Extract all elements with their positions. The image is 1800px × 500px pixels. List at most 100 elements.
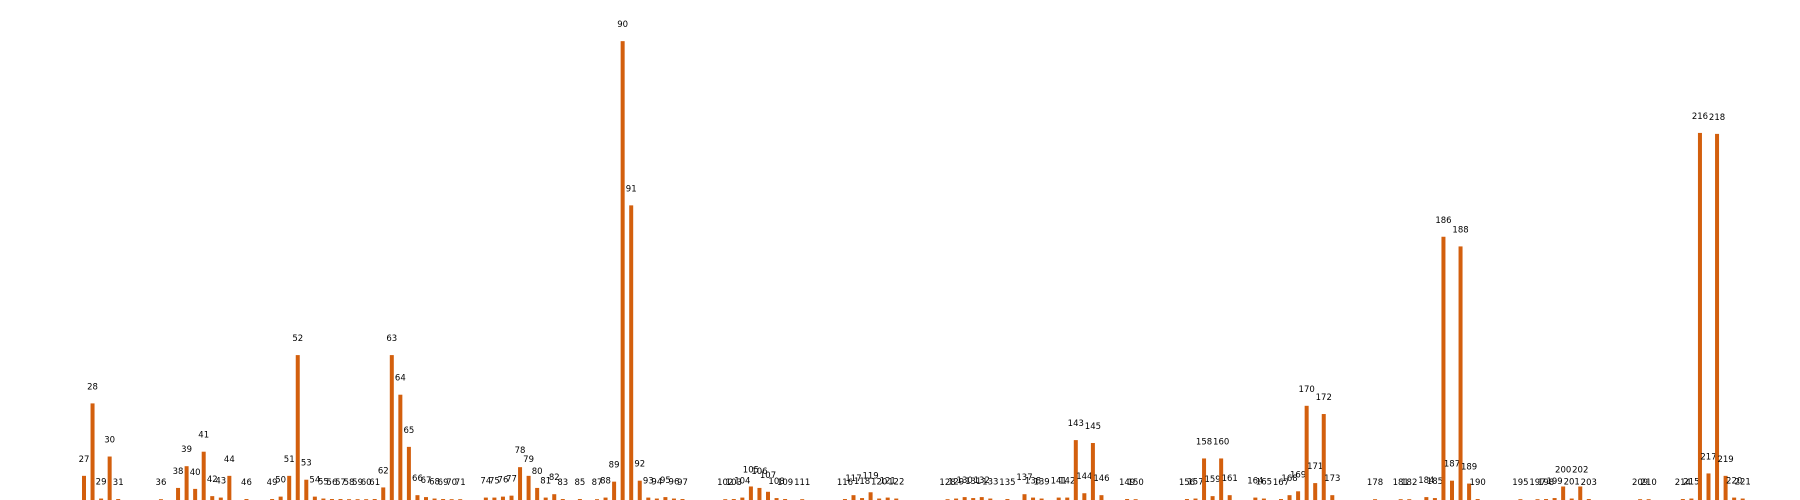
bar-label-197: 197 [1529, 478, 1545, 488]
bar-label-36: 36 [156, 478, 167, 488]
bar-label-165: 165 [1256, 478, 1272, 488]
bar-label-146: 146 [1093, 474, 1109, 484]
bar-122 [894, 498, 899, 500]
bar-label-184: 184 [1418, 476, 1434, 486]
bar-81 [543, 497, 548, 500]
bar-label-198: 198 [1538, 478, 1554, 488]
bar-label-50: 50 [275, 476, 286, 486]
bar-label-39: 39 [181, 445, 192, 455]
bar-label-129: 129 [948, 478, 964, 488]
bar-label-52: 52 [292, 334, 303, 344]
bar-label-78: 78 [515, 446, 526, 456]
bar-107 [766, 491, 770, 500]
bar-label-120: 120 [871, 478, 887, 488]
bar-label-88: 88 [600, 477, 611, 487]
bar-label-103: 103 [726, 478, 742, 488]
bar-label-107: 107 [760, 471, 776, 481]
bar-label-40: 40 [190, 468, 201, 478]
bar-164 [1253, 497, 1258, 500]
bar-label-79: 79 [523, 455, 534, 465]
bar-label-202: 202 [1572, 465, 1588, 475]
bar-220 [1732, 497, 1737, 500]
bar-52 [295, 355, 300, 500]
bar-label-30: 30 [104, 436, 115, 446]
bar-160 [1219, 458, 1224, 500]
bar-label-68: 68 [429, 478, 440, 488]
bar-54 [312, 496, 317, 500]
bar-label-138: 138 [1025, 477, 1041, 487]
bar-label-172: 172 [1316, 393, 1332, 403]
bar-label-38: 38 [173, 467, 184, 477]
bar-27 [82, 475, 86, 500]
bar-74 [483, 497, 488, 500]
bar-215 [1689, 498, 1694, 500]
bar-label-51: 51 [284, 455, 295, 465]
bar-label-83: 83 [557, 478, 568, 488]
bar-label-215: 215 [1683, 478, 1699, 488]
bar-label-69: 69 [438, 478, 449, 488]
bar-label-46: 46 [241, 478, 252, 488]
bar-144 [1082, 493, 1087, 500]
bar-label-75: 75 [489, 477, 500, 487]
bar-189 [1467, 483, 1472, 500]
bar-88 [603, 497, 608, 500]
bar-96 [671, 498, 676, 500]
bar-199 [1552, 498, 1557, 500]
bar-label-96: 96 [669, 478, 680, 488]
bar-label-29: 29 [96, 478, 107, 488]
bar-label-54: 54 [309, 476, 320, 486]
bar-label-159: 159 [1204, 475, 1220, 485]
bar-39 [184, 466, 189, 500]
bar-label-145: 145 [1085, 422, 1101, 432]
bar-label-190: 190 [1470, 478, 1486, 488]
bar-label-149: 149 [1119, 478, 1135, 488]
bar-label-203: 203 [1581, 478, 1597, 488]
bar-173 [1330, 495, 1335, 500]
bar-label-168: 168 [1281, 474, 1297, 484]
bar-label-178: 178 [1367, 478, 1383, 488]
bar-218 [1715, 133, 1720, 500]
bar-label-81: 81 [540, 477, 551, 487]
bar-219 [1723, 475, 1728, 500]
bar-label-214: 214 [1675, 478, 1691, 488]
bar-42 [210, 496, 215, 500]
bar-65 [406, 446, 411, 500]
bar-label-217: 217 [1700, 452, 1716, 462]
bar-label-219: 219 [1717, 455, 1733, 465]
bar-label-164: 164 [1247, 477, 1263, 487]
bar-121 [885, 497, 890, 500]
bar-216 [1697, 132, 1702, 500]
bar-label-106: 106 [751, 467, 767, 477]
bar-66 [415, 495, 420, 500]
bar-label-167: 167 [1273, 478, 1289, 488]
bar-label-66: 66 [412, 474, 423, 484]
bar-133 [988, 498, 993, 500]
bar-77 [509, 495, 514, 500]
bar-label-92: 92 [634, 460, 645, 470]
bar-label-117: 117 [845, 474, 861, 484]
bar-label-158: 158 [1196, 437, 1212, 447]
bar-label-182: 182 [1401, 478, 1417, 488]
bar-label-63: 63 [386, 334, 397, 344]
bar-label-139: 139 [1033, 478, 1049, 488]
bar-label-181: 181 [1393, 478, 1409, 488]
bar-142 [1065, 497, 1070, 500]
bar-157 [1193, 498, 1198, 500]
bar-label-170: 170 [1299, 385, 1315, 395]
bar-label-61: 61 [369, 478, 380, 488]
bar-label-221: 221 [1735, 478, 1751, 488]
bar-130 [962, 497, 967, 500]
bar-89 [612, 481, 617, 500]
bar-131 [971, 498, 976, 500]
bar-185 [1432, 498, 1437, 500]
bar-202 [1578, 486, 1583, 500]
bar-138 [1031, 497, 1036, 500]
bar-label-111: 111 [794, 478, 810, 488]
bar-label-82: 82 [549, 473, 560, 483]
bar-label-42: 42 [207, 475, 218, 485]
bar-30 [107, 456, 112, 500]
bar-label-60: 60 [361, 478, 372, 488]
bar-label-187: 187 [1444, 460, 1460, 470]
bar-label-156: 156 [1179, 478, 1195, 488]
bar-63 [389, 355, 394, 500]
